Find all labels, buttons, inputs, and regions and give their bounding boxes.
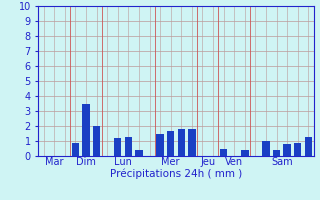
- Bar: [273, 150, 280, 156]
- X-axis label: Précipitations 24h ( mm ): Précipitations 24h ( mm ): [110, 169, 242, 179]
- Bar: [82, 104, 90, 156]
- Bar: [284, 144, 291, 156]
- Bar: [125, 137, 132, 156]
- Bar: [294, 142, 301, 156]
- Bar: [167, 130, 174, 156]
- Bar: [188, 129, 196, 156]
- Bar: [135, 150, 143, 156]
- Bar: [305, 137, 312, 156]
- Bar: [72, 142, 79, 156]
- Bar: [241, 150, 249, 156]
- Bar: [93, 126, 100, 156]
- Bar: [114, 138, 122, 156]
- Bar: [156, 134, 164, 156]
- Bar: [178, 129, 185, 156]
- Bar: [220, 148, 227, 156]
- Bar: [262, 141, 270, 156]
